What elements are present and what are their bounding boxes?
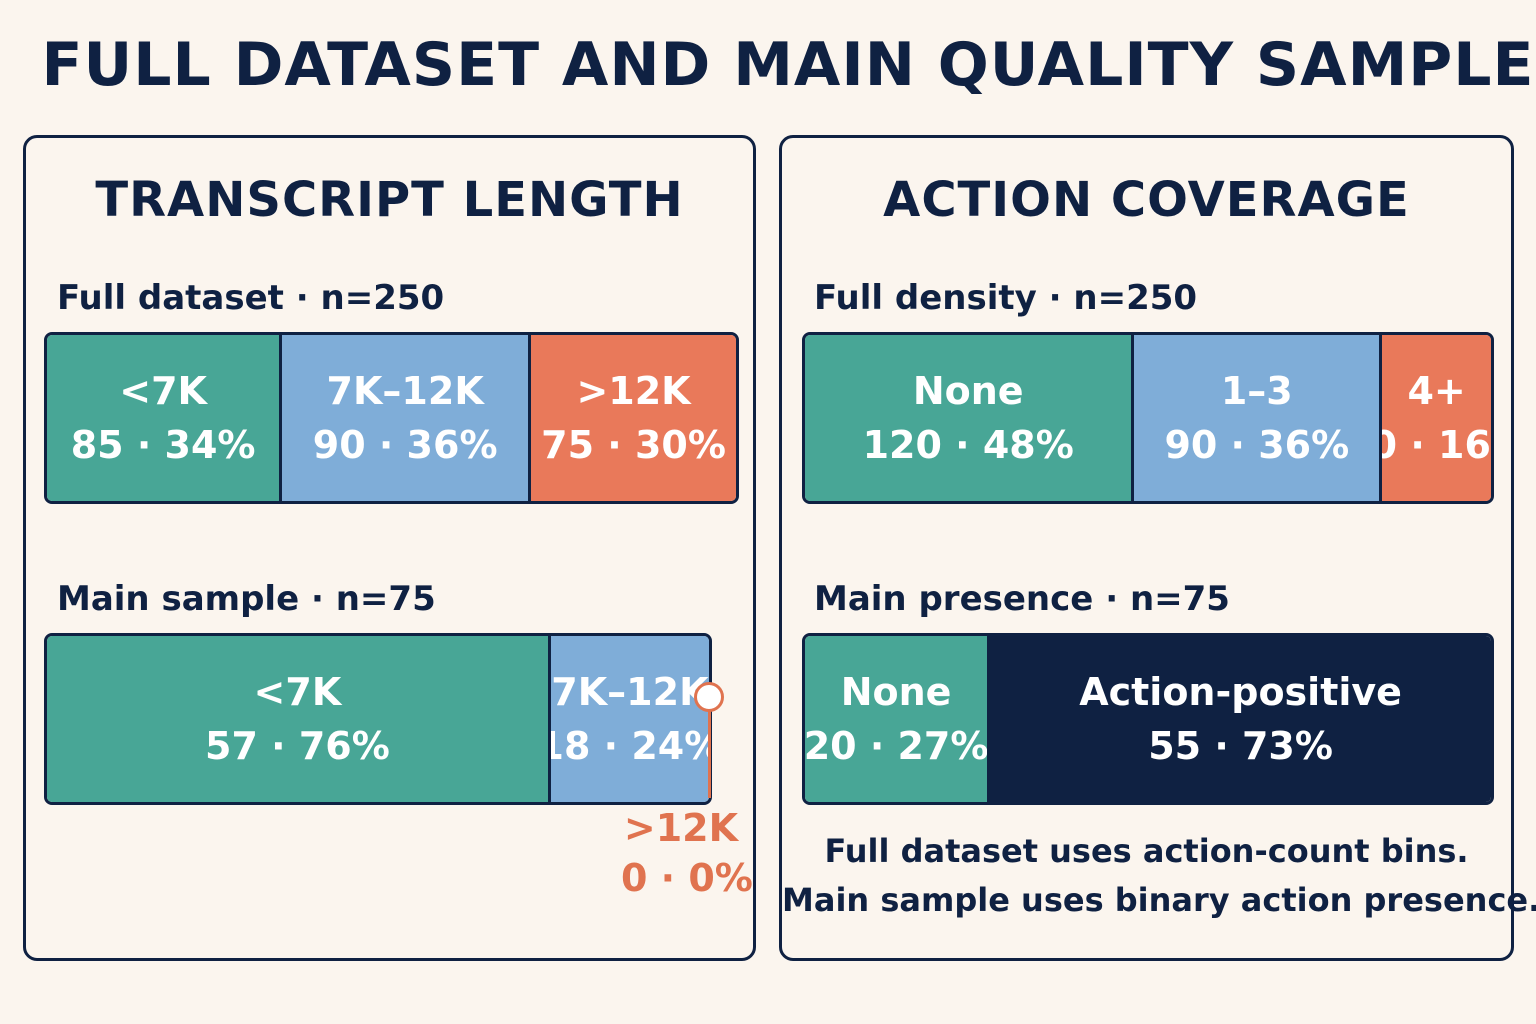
- action-coverage-panel: ACTION COVERAGE Full density · n=250 Non…: [779, 135, 1536, 961]
- segment-label: <7K: [119, 369, 207, 413]
- segment-value: 75 · 30%: [541, 423, 726, 467]
- page-title: FULL DATASET AND MAIN QUALITY SAMPLE: [41, 30, 1535, 100]
- full-density-label: Full density · n=250: [814, 278, 1198, 318]
- segment-label: 7K–12K: [551, 670, 709, 714]
- segment-label: >12K: [576, 369, 691, 413]
- transcript-length-title: TRANSCRIPT LENGTH: [95, 172, 684, 228]
- full-density-bar: None 120 · 48% 1–3 90 · 36% 4+ 40 · 16%: [802, 332, 1494, 504]
- footnote-line-2: Main sample uses binary action presence.: [782, 881, 1536, 919]
- segment-value: 85 · 34%: [70, 423, 256, 467]
- segment-label: 4+: [1407, 369, 1466, 413]
- segment-label: None: [912, 369, 1024, 413]
- main-sample-label: Main sample · n=75: [57, 579, 436, 619]
- full-dataset-bar: <7K 85 · 34% 7K–12K 90 · 36% >12K 75 · 30%: [44, 332, 739, 504]
- segment-value: 120 · 48%: [862, 423, 1074, 467]
- bar-segment: 7K–12K 18 · 24%: [550, 636, 709, 802]
- segment-value: 18 · 24%: [551, 724, 709, 768]
- segment-value: 40 · 16%: [1382, 423, 1491, 467]
- bar-segment: 1–3 90 · 36%: [1134, 335, 1383, 501]
- segment-value: 55 · 73%: [1148, 724, 1333, 768]
- footnote-line-1: Full dataset uses action-count bins.: [824, 832, 1469, 870]
- segment-value: 90 · 36%: [312, 423, 498, 467]
- zero-segment-value: 0 · 0%: [621, 856, 753, 900]
- action-coverage-title: ACTION COVERAGE: [883, 172, 1410, 228]
- segment-value: 57 · 76%: [205, 724, 390, 768]
- zero-segment-callout-label: >12K 0 · 0%: [621, 803, 753, 903]
- bar-segment: <7K 85 · 34%: [47, 335, 283, 501]
- zero-segment-callout-marker: [694, 682, 724, 712]
- segment-value: 20 · 27%: [805, 724, 989, 768]
- bar-segment: >12K 75 · 30%: [531, 335, 736, 501]
- main-presence-label: Main presence · n=75: [814, 579, 1230, 619]
- segment-label: 1–3: [1220, 369, 1293, 413]
- bar-segment: None 120 · 48%: [805, 335, 1135, 501]
- bar-segment: Action-positive 55 · 73%: [990, 636, 1491, 802]
- zero-segment-name: >12K: [623, 806, 739, 850]
- bar-segment: 4+ 40 · 16%: [1382, 335, 1491, 501]
- bar-segment: <7K 57 · 76%: [47, 636, 551, 802]
- main-presence-bar: None 20 · 27% Action-positive 55 · 73%: [802, 633, 1494, 805]
- bar-segment: 7K–12K 90 · 36%: [282, 335, 532, 501]
- bar-segment: None 20 · 27%: [805, 636, 991, 802]
- segment-label: None: [840, 670, 952, 714]
- transcript-length-panel: TRANSCRIPT LENGTH Full dataset · n=250 <…: [23, 135, 756, 961]
- segment-value: 90 · 36%: [1164, 423, 1350, 467]
- segment-label: 7K–12K: [326, 369, 484, 413]
- segment-label: <7K: [253, 670, 342, 714]
- zero-segment-callout-line: [708, 698, 711, 798]
- segment-label: Action-positive: [1079, 670, 1402, 714]
- main-sample-bar: <7K 57 · 76% 7K–12K 18 · 24%: [44, 633, 712, 805]
- full-dataset-label: Full dataset · n=250: [57, 278, 445, 318]
